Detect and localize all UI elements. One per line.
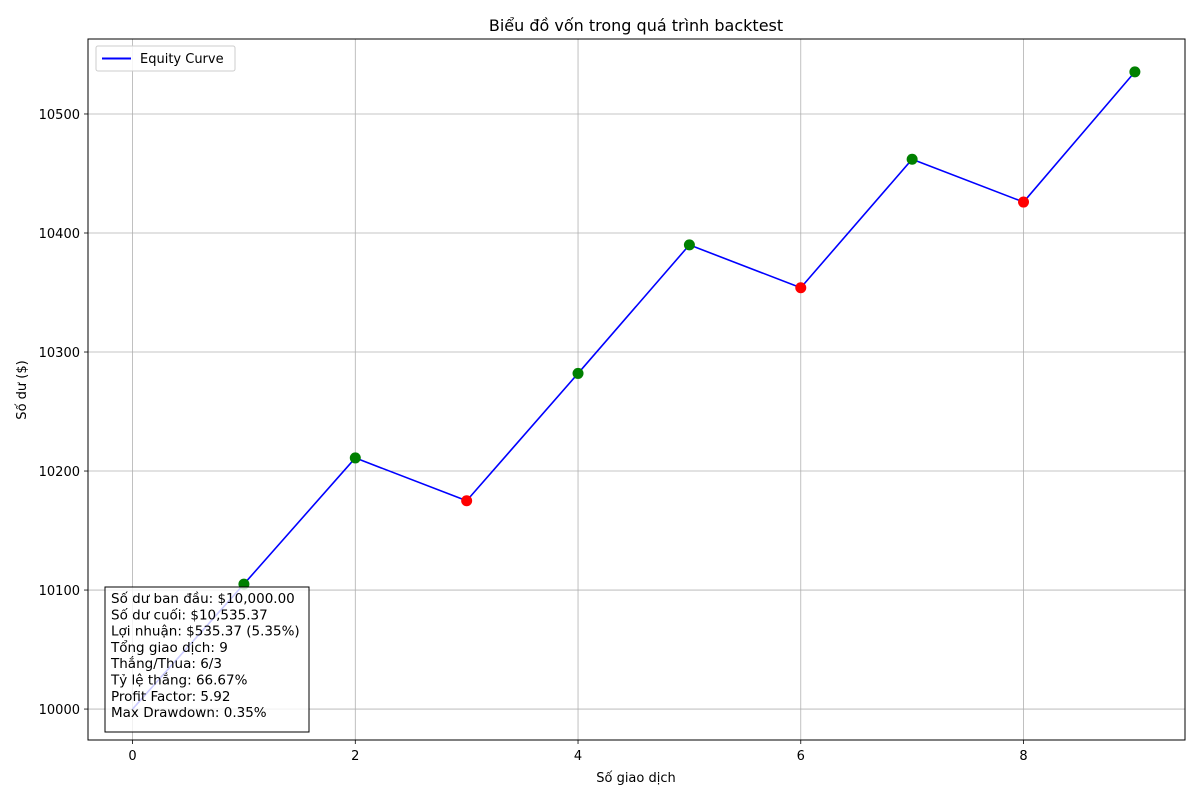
chart-title: Biểu đồ vốn trong quá trình backtest <box>489 16 783 35</box>
stats-line: Lợi nhuận: $535.37 (5.35%) <box>111 624 300 640</box>
x-tick-label-6: 6 <box>797 749 805 764</box>
x-tick-label-0: 0 <box>128 749 136 764</box>
stats-line: Profit Factor: 5.92 <box>111 689 231 705</box>
trade-markers <box>238 66 1141 590</box>
plot-frame <box>87 38 1186 741</box>
trade-marker-win <box>906 153 918 165</box>
series-layer <box>131 71 1136 710</box>
axes: 0 2 4 6 8 10000 10100 10200 10300 10400 10500 <box>39 38 1186 764</box>
stats-line: Max Drawdown: 0.35% <box>111 705 267 721</box>
trade-marker-win <box>572 367 584 379</box>
y-tick-label-10500: 10500 <box>39 108 80 123</box>
x-axis-label: Số giao dịch <box>596 771 676 786</box>
legend-frame <box>95 45 236 72</box>
legend: Equity Curve <box>95 45 236 72</box>
legend-entry-equity-curve: Equity Curve <box>140 52 224 67</box>
trade-marker-loss <box>1018 196 1030 208</box>
trade-marker-win <box>683 239 695 251</box>
y-tick-label-10100: 10100 <box>39 584 80 599</box>
y-tick-label-10400: 10400 <box>39 227 80 242</box>
y-tick-label-10000: 10000 <box>39 703 80 718</box>
stats-line: Tổng giao dịch: 9 <box>110 639 228 656</box>
y-axis-label: Số dư ($) <box>15 360 30 419</box>
series-line-equity-curve <box>131 71 1136 710</box>
x-tick-label-2: 2 <box>351 749 359 764</box>
x-tick-label-4: 4 <box>574 749 582 764</box>
x-tick-label-8: 8 <box>1019 749 1027 764</box>
stats-line: Số dư ban đầu: $10,000.00 <box>111 590 295 607</box>
trade-marker-loss <box>795 282 807 294</box>
stats-line: Tỷ lệ thắng: 66.67% <box>110 672 248 689</box>
stats-box-frame <box>104 586 310 733</box>
y-tick-label-10200: 10200 <box>39 465 80 480</box>
y-tick-label-10300: 10300 <box>39 346 80 361</box>
trade-marker-win <box>349 452 361 464</box>
trade-marker-loss <box>461 495 473 507</box>
trade-marker-win <box>1129 66 1141 78</box>
stats-line: Số dư cuối: $10,535.37 <box>111 606 268 623</box>
stats-line: Thắng/Thua: 6/3 <box>110 655 222 672</box>
